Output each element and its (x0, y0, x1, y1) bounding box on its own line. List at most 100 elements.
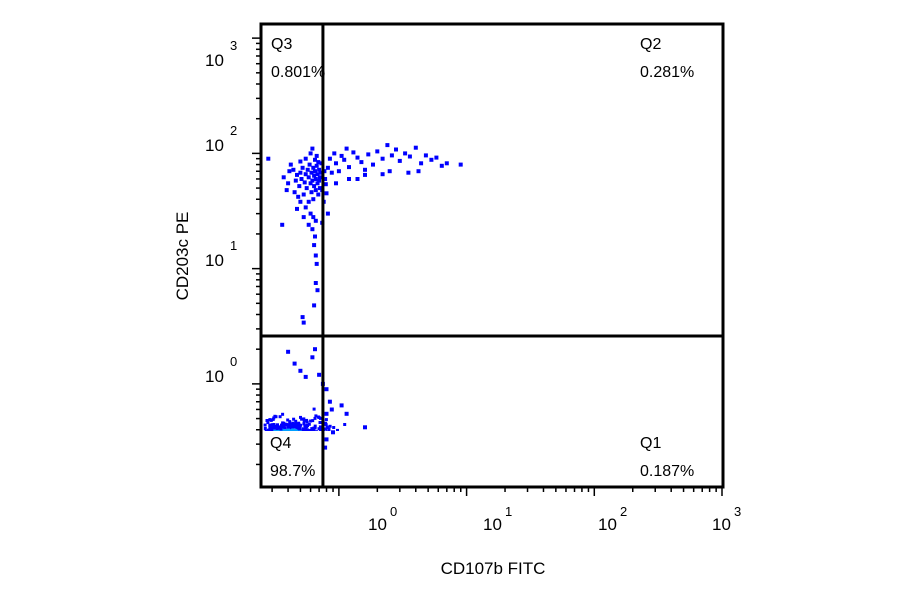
y-tick-1000: 10 3 (205, 38, 237, 70)
event-point (302, 180, 307, 185)
density-event (299, 415, 302, 419)
density-event (328, 424, 332, 428)
density-event (286, 418, 290, 422)
density-event (283, 429, 287, 432)
density-event (313, 424, 317, 428)
event-point (444, 161, 449, 166)
event-point (313, 234, 317, 239)
x-tick-100-exp: 2 (620, 504, 627, 519)
event-point (310, 146, 315, 151)
event-point (324, 437, 329, 442)
density-event (291, 428, 295, 432)
event-point (363, 172, 367, 177)
density-event (279, 427, 283, 431)
quadrant-gate (261, 24, 723, 487)
density-event (302, 419, 306, 423)
event-point (355, 177, 360, 181)
event-point (298, 199, 303, 204)
x-tick-100-base: 10 (598, 515, 617, 534)
density-event (278, 415, 282, 419)
event-point (309, 190, 314, 195)
y-tick-1000-base: 10 (205, 51, 224, 70)
event-point (363, 167, 367, 172)
event-point (313, 347, 317, 352)
event-point (371, 162, 375, 167)
density-event (305, 428, 309, 432)
event-point (329, 170, 334, 175)
event-point (306, 222, 311, 227)
event-point (317, 167, 322, 172)
event-point (291, 167, 296, 172)
event-point (429, 157, 434, 162)
event-point (314, 261, 319, 266)
event-point (300, 315, 305, 320)
y-tick-labels: 10 0 10 1 10 2 10 3 (205, 38, 237, 386)
density-event (301, 427, 305, 431)
density-event (318, 421, 322, 424)
density-event (268, 425, 272, 429)
event-point (311, 165, 316, 170)
event-point (329, 407, 334, 412)
density-event (343, 423, 347, 426)
event-point (308, 211, 313, 216)
event-point (366, 152, 371, 157)
density-event (306, 424, 309, 428)
event-point (303, 374, 308, 379)
event-point (380, 172, 385, 177)
event-points (266, 143, 463, 450)
event-point (347, 165, 351, 170)
density-event (296, 429, 300, 433)
density-event (311, 419, 315, 423)
event-point (309, 170, 314, 175)
density-event (309, 419, 313, 423)
density-event (281, 421, 285, 425)
y-tick-10-exp: 1 (230, 238, 237, 253)
event-point (406, 170, 411, 175)
density-event (274, 415, 278, 419)
density-event (310, 429, 313, 433)
event-point (359, 160, 364, 165)
event-point (305, 167, 310, 172)
density-event (281, 425, 285, 429)
density-event (286, 424, 290, 428)
event-point (303, 156, 308, 161)
event-point (317, 175, 322, 180)
density-event (275, 428, 279, 432)
event-point (287, 169, 292, 174)
density-event (289, 423, 293, 427)
event-point (327, 399, 332, 404)
event-point (323, 177, 328, 181)
density-event (317, 415, 320, 419)
event-point (313, 188, 318, 193)
density-event (298, 426, 302, 430)
event-point (301, 215, 306, 220)
event-point (351, 150, 356, 155)
event-point (312, 303, 317, 308)
event-point (314, 163, 319, 168)
density-event (276, 423, 279, 427)
density-event (310, 427, 314, 431)
density-event (324, 418, 328, 422)
x-tick-10-exp: 1 (505, 504, 512, 519)
density-event (317, 427, 321, 431)
x-tick-1-exp: 0 (390, 504, 397, 519)
density-event (294, 425, 297, 429)
density-event (307, 429, 311, 433)
density-event (293, 428, 297, 432)
event-point (403, 151, 408, 156)
event-point (324, 191, 329, 196)
quadrant-q3-name: Q3 (271, 36, 292, 53)
event-point (315, 288, 320, 293)
density-event (263, 423, 267, 427)
quadrant-q4-percent: 98.7% (270, 463, 315, 480)
event-point (315, 181, 320, 186)
density-event (297, 421, 301, 425)
event-point (385, 143, 390, 148)
plot-frame (259, 22, 725, 489)
event-point (266, 156, 271, 161)
density-event (294, 419, 298, 423)
quadrant-q1-name: Q1 (640, 435, 661, 452)
event-point (295, 172, 299, 177)
density-event (272, 416, 276, 420)
event-point (304, 186, 309, 191)
